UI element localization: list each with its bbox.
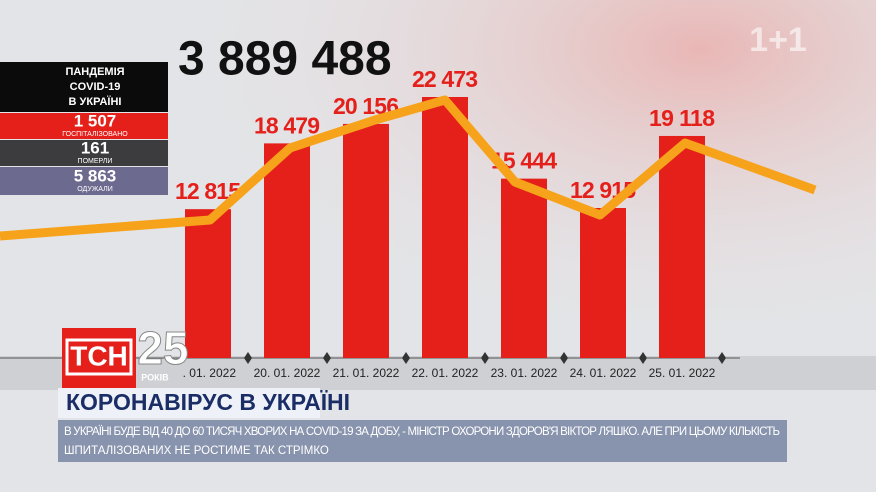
stat-box	[0, 113, 168, 139]
date-row	[0, 356, 876, 390]
stats-panel: ПАНДЕМІЯ COVID-19 В УКРАЇНІ 1 507 ГОСПІТ…	[0, 62, 168, 195]
headline-box	[58, 388, 320, 418]
channel-logo: 1+1	[749, 21, 807, 59]
stat-value: 5 863	[74, 166, 117, 185]
tsn-logo: ТСН	[70, 340, 128, 371]
bar	[422, 97, 468, 358]
tick-marker	[718, 352, 726, 364]
value-label: 22 473	[412, 66, 478, 92]
stat-label: ПОМЕРЛИ	[78, 158, 113, 165]
value-label: 18 479	[254, 112, 320, 138]
panel-title: COVID-19	[70, 81, 121, 93]
tick-marker	[244, 352, 252, 364]
x-tick-label: . 01. 2022	[183, 366, 237, 380]
bar	[659, 135, 705, 358]
tick-marker	[323, 352, 331, 364]
panel-title-box	[0, 62, 168, 112]
x-tick-label: 25. 01. 2022	[649, 366, 716, 380]
stat-label: ГОСПІТАЛІЗОВАНО	[62, 131, 128, 138]
anniversary-label: РОКІВ	[141, 372, 169, 382]
stat-label: ОДУЖАЛИ	[77, 186, 112, 193]
tick-marker	[639, 352, 647, 364]
headline: КОРОНАВІРУС В УКРАЇНІ	[66, 389, 350, 415]
value-label: 19 118	[649, 105, 715, 131]
stat-box	[0, 167, 168, 195]
x-tick-label: 22. 01. 2022	[412, 366, 479, 380]
tick-marker	[560, 352, 568, 364]
panel-title: ПАНДЕМІЯ	[65, 66, 124, 78]
x-tick-label: 23. 01. 2022	[491, 366, 558, 380]
panel-title: В УКРАЇНІ	[69, 95, 122, 108]
ticker-line: В УКРАЇНІ БУДЕ ВІД 40 ДО 60 ТИСЯЧ ХВОРИХ…	[64, 426, 780, 438]
bar	[580, 208, 626, 358]
x-tick-label: 21. 01. 2022	[333, 366, 400, 380]
anniversary-number: 25	[137, 322, 188, 374]
tsn-logo-frame	[65, 338, 133, 376]
stat-value: 1 507	[74, 111, 117, 130]
bar	[264, 143, 310, 358]
tick-marker	[402, 352, 410, 364]
bar	[343, 123, 389, 359]
x-tick-label: 20. 01. 2022	[254, 366, 321, 380]
tick-marker	[481, 352, 489, 364]
x-tick-label: 24. 01. 2022	[570, 366, 637, 380]
ticker-box	[58, 420, 787, 462]
ticker-line: ШПИТАЛІЗОВАНИХ НЕ РОСТИМЕ ТАК СТРІМКО	[64, 445, 329, 457]
stat-box	[0, 140, 168, 166]
bar	[185, 209, 231, 358]
total: 3 889 488	[178, 33, 392, 86]
stat-value: 161	[81, 138, 109, 157]
trend-line	[0, 95, 817, 241]
bar	[501, 178, 547, 358]
tsn-logo-box	[62, 328, 136, 388]
